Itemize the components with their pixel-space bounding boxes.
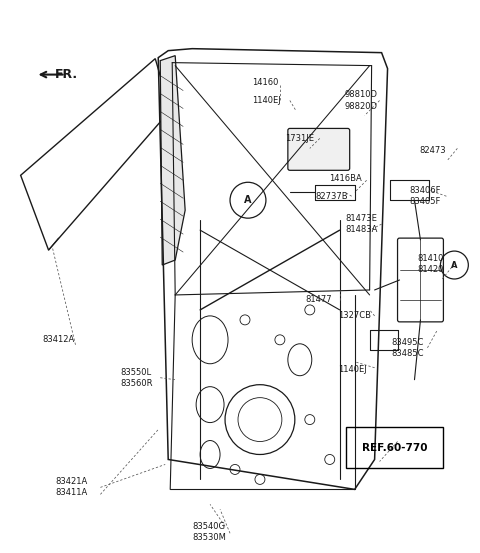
Text: 98810D
98820D: 98810D 98820D bbox=[345, 91, 378, 111]
Text: 1327CB: 1327CB bbox=[338, 311, 371, 320]
Text: 1140EJ: 1140EJ bbox=[338, 365, 366, 374]
Text: 14160: 14160 bbox=[252, 78, 278, 87]
Text: 83406F
83405F: 83406F 83405F bbox=[409, 186, 441, 206]
Text: 1731JE: 1731JE bbox=[285, 134, 314, 143]
Text: A: A bbox=[451, 260, 457, 269]
Text: 81473E
81483A: 81473E 81483A bbox=[346, 214, 378, 234]
Text: 83412A: 83412A bbox=[43, 335, 75, 345]
Text: 81410
81420: 81410 81420 bbox=[418, 254, 444, 274]
Text: 83421A
83411A: 83421A 83411A bbox=[56, 477, 88, 498]
Text: 1140EJ: 1140EJ bbox=[252, 96, 281, 105]
Text: 82737B: 82737B bbox=[316, 192, 348, 201]
Polygon shape bbox=[160, 56, 185, 265]
Text: 83550L
83560R: 83550L 83560R bbox=[120, 368, 153, 388]
FancyBboxPatch shape bbox=[288, 128, 350, 170]
Text: 83495C
83485C: 83495C 83485C bbox=[392, 338, 424, 358]
Text: FR.: FR. bbox=[55, 68, 78, 81]
Text: 82473: 82473 bbox=[420, 146, 446, 155]
Text: A: A bbox=[244, 195, 252, 205]
Text: 81477: 81477 bbox=[306, 295, 333, 305]
Text: 1416BA: 1416BA bbox=[329, 174, 361, 183]
Text: 83540G
83530M: 83540G 83530M bbox=[192, 522, 226, 542]
Text: REF.60-770: REF.60-770 bbox=[361, 442, 427, 452]
